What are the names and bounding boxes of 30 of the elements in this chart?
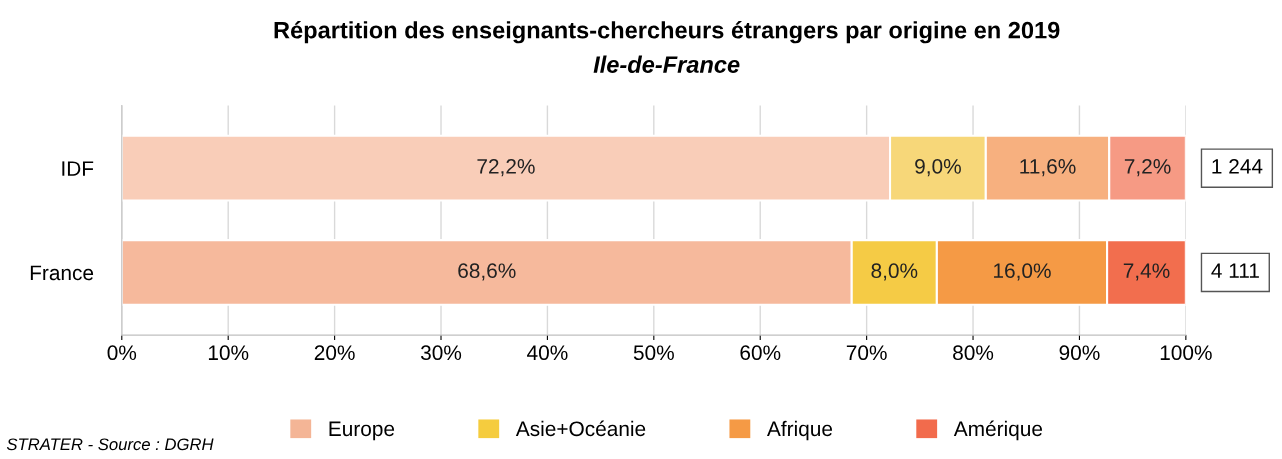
chart-subtitle: Ile-de-France xyxy=(593,55,740,73)
text: STRATER - Source : DGRH xyxy=(6,438,214,451)
x-tick-label: 10% xyxy=(208,345,249,361)
y-tick-label: IDF xyxy=(62,161,94,176)
x-tick-label: 70% xyxy=(846,345,887,361)
x-tick-label: 20% xyxy=(314,345,355,361)
annotation: 4 111 xyxy=(1211,263,1259,278)
annotation: 1 244 xyxy=(1212,159,1263,174)
x-tick-label: 40% xyxy=(527,345,568,361)
legend-label: Afrique xyxy=(767,420,833,441)
legend-label: Amérique xyxy=(953,420,1043,441)
data-label: 11,6% xyxy=(1020,159,1076,177)
chart-title: Répartition des enseignants-chercheurs étrangers par origine en 2019 xyxy=(274,20,1060,44)
data-label: 7,4% xyxy=(1123,263,1170,281)
legend-label: Europe xyxy=(329,421,395,441)
x-tick-label: 0% xyxy=(107,345,137,361)
data-label: 68,6% xyxy=(458,263,516,281)
data-label: 16,0% xyxy=(994,263,1051,281)
data-label: 7,2% xyxy=(1124,159,1171,177)
x-tick-label: 30% xyxy=(420,345,462,361)
legend-label: Asie+Océanie xyxy=(515,420,646,437)
y-tick-label: France xyxy=(30,265,94,281)
x-tick-label: 80% xyxy=(953,345,994,361)
data-label: 8,0% xyxy=(871,263,918,281)
x-tick-label: 50% xyxy=(633,345,674,361)
x-tick-label: 60% xyxy=(740,345,781,361)
x-tick-label: 100% xyxy=(1160,345,1212,361)
x-tick-label: 90% xyxy=(1059,345,1100,361)
data-label: 72,2% xyxy=(477,159,535,177)
data-label: 9,0% xyxy=(915,159,961,177)
